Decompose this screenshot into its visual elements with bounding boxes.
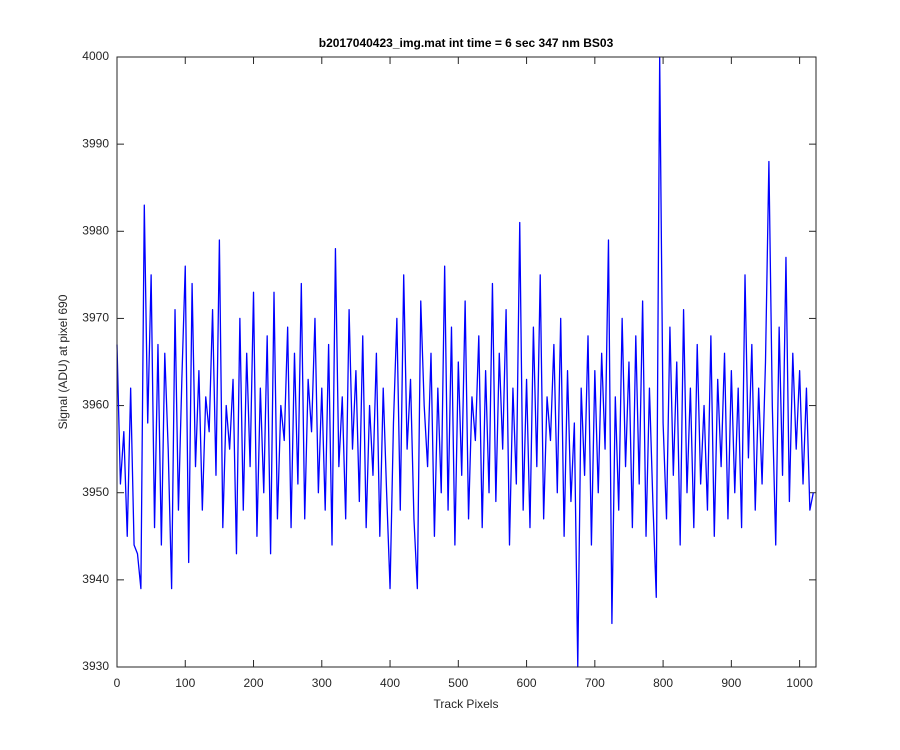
y-tick-label: 3980 (82, 223, 109, 237)
y-axis-label: Signal (ADU) at pixel 690 (56, 294, 70, 429)
x-tick-label: 800 (653, 676, 673, 690)
x-tick-label: 1000 (786, 676, 813, 690)
x-axis-label: Track Pixels (434, 697, 499, 711)
y-tick-label: 3960 (82, 398, 109, 412)
x-tick-label: 0 (114, 676, 121, 690)
x-tick-label: 700 (585, 676, 605, 690)
y-tick-label: 3940 (82, 572, 109, 586)
x-tick-label: 300 (312, 676, 332, 690)
axes-box (116, 56, 817, 668)
x-tick-label: 100 (175, 676, 195, 690)
y-tick-label: 3990 (82, 136, 109, 150)
x-tick-label: 500 (448, 676, 468, 690)
data-line (116, 56, 814, 668)
y-tick-label: 3970 (82, 311, 109, 325)
y-tick-label: 3930 (82, 659, 109, 673)
x-tick-label: 400 (380, 676, 400, 690)
y-tick-label: 3950 (82, 485, 109, 499)
x-tick-label: 600 (517, 676, 537, 690)
chart-title: b2017040423_img.mat int time = 6 sec 347… (319, 36, 614, 50)
y-tick-label: 4000 (82, 49, 109, 63)
x-tick-label: 900 (721, 676, 741, 690)
x-tick-label: 200 (244, 676, 264, 690)
